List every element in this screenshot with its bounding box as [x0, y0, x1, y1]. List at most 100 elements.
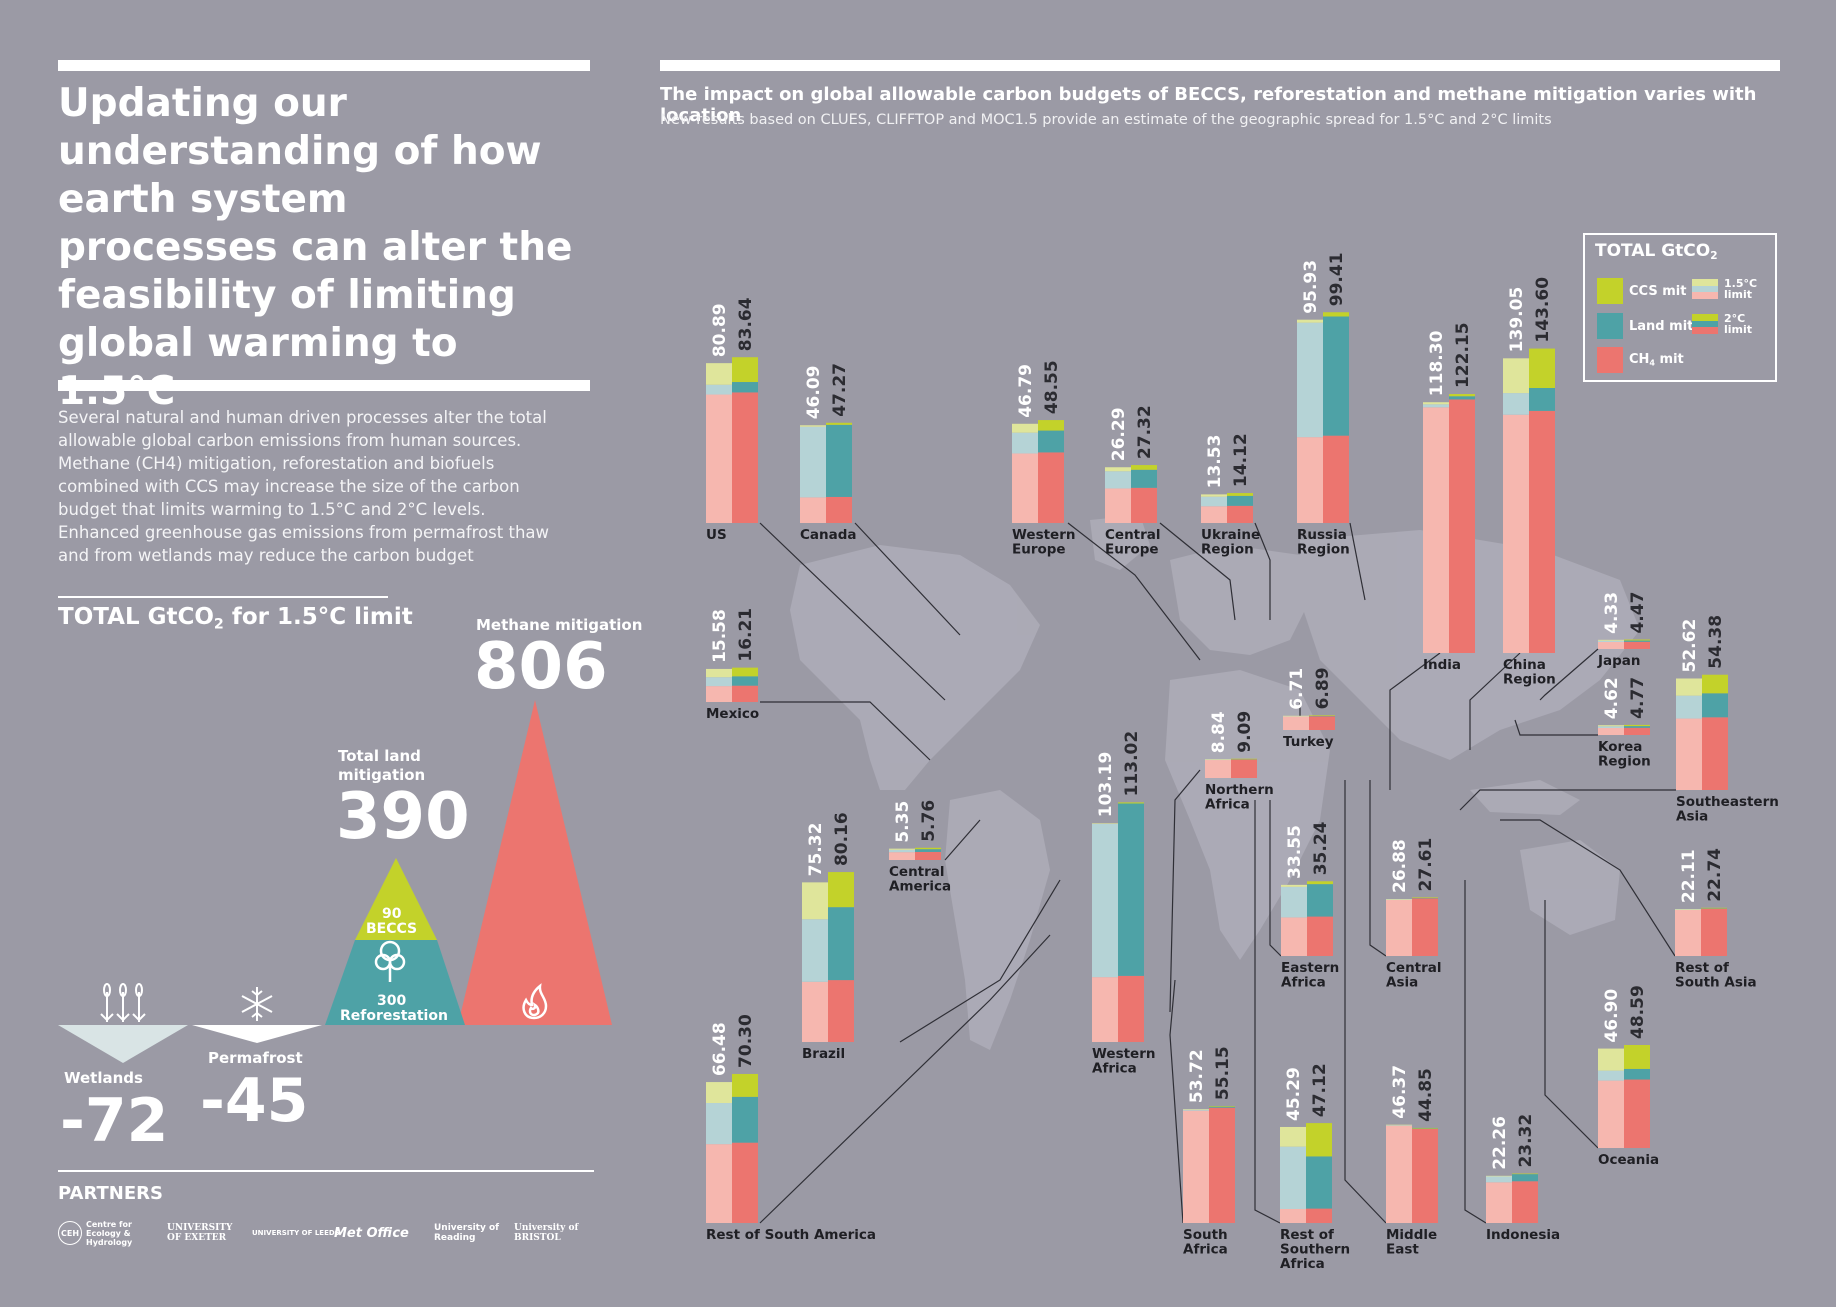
bar-oceania-15-ccs	[1598, 1048, 1624, 1071]
region-label-line: Canada	[800, 527, 857, 543]
total-label-canada-15: 46.09	[804, 365, 824, 419]
bar-mexico-15-ch4	[706, 686, 732, 702]
bar-rest-of-south-asia-15-ccs	[1675, 909, 1701, 910]
bar-brazil-15-ccs	[802, 882, 828, 920]
region-label-us: US	[706, 527, 727, 543]
total-label-brazil-2: 80.16	[832, 812, 852, 866]
bar-central-asia-2-ccs	[1412, 897, 1438, 899]
bar-rest-of-south-america-15-ch4	[706, 1144, 732, 1223]
bar-western-europe-15-ccs	[1012, 423, 1038, 433]
bar-central-asia-15-ch4	[1386, 899, 1412, 956]
bar-rest-of-south-america-15-ccs	[706, 1082, 732, 1104]
leader-canada	[854, 522, 961, 636]
total-label-southeastern-asia-2: 54.38	[1706, 615, 1726, 669]
reforestation-value: 300	[377, 993, 407, 1009]
total-label-us-15: 80.89	[710, 303, 730, 357]
total-label-rest-of-south-america-2: 70.30	[736, 1014, 756, 1068]
left-heading: TOTAL GtCO2 for 1.5°C limit	[58, 604, 413, 632]
left-heading-prefix: TOTAL GtCO	[58, 604, 214, 630]
leader-korea-region	[1514, 719, 1598, 736]
region-label-line: Asia	[1676, 809, 1708, 825]
bar-canada-2-ch4	[826, 496, 852, 523]
region-label-western-europe: Western Europe	[1012, 527, 1075, 558]
bar-eastern-africa-15-ch4	[1281, 917, 1307, 956]
map-africa	[1165, 670, 1330, 960]
legend-swatch-land	[1597, 313, 1623, 339]
region-label-line: Africa	[1280, 1256, 1325, 1272]
leader-rest-of-south-asia	[1500, 819, 1676, 957]
region-label-canada: Canada	[800, 527, 857, 543]
bar-western-europe-2-ch4	[1038, 452, 1064, 523]
leader-indonesia	[1464, 880, 1487, 1224]
region-label-southeastern-asia: Southeastern Asia	[1676, 794, 1779, 825]
bar-western-europe-15-land	[1012, 432, 1038, 454]
total-label-rest-of-southern-africa-15: 45.29	[1284, 1067, 1304, 1121]
leader-central-asia	[1369, 780, 1387, 957]
bar-group-central-europe	[1105, 465, 1157, 523]
bar-group-brazil	[802, 872, 854, 1042]
map-europe	[1170, 545, 1310, 655]
total-label-mexico-15: 15.58	[710, 609, 730, 663]
total-label-us-2: 83.64	[736, 297, 756, 351]
region-label-line: Turkey	[1283, 734, 1334, 750]
total-label-central-europe-2: 27.32	[1135, 405, 1155, 459]
region-label-line: Korea	[1598, 739, 1642, 755]
bar-group-southeastern-asia	[1676, 674, 1728, 790]
bar-group-oceania	[1598, 1044, 1650, 1148]
bar-northern-africa-15-ch4	[1205, 759, 1231, 778]
region-label-russia-region: Russia Region	[1297, 527, 1350, 558]
bar-korea-region-2-ccs	[1624, 724, 1650, 727]
map-south-america	[945, 790, 1050, 1050]
region-label-line: Central	[889, 864, 945, 880]
bar-russia-region-15-ch4	[1297, 437, 1323, 523]
bar-india-15-ch4	[1423, 407, 1449, 653]
leader-rest-of-southern-africa	[1254, 800, 1281, 1224]
snowflake-icon	[241, 987, 273, 1021]
partner-logo-bristol: University of BRISTOL	[514, 1219, 590, 1247]
bar-group-mexico	[706, 667, 758, 702]
bar-oceania-15-ch4	[1598, 1080, 1624, 1148]
intro-text: Several natural and human driven process…	[58, 408, 550, 565]
bar-central-asia-2-land	[1412, 897, 1438, 899]
legend-swatch-ch4	[1597, 347, 1623, 373]
leader-lines	[759, 522, 1676, 1224]
beccs-triangle	[355, 858, 437, 940]
bar-south-africa-15-ch4	[1183, 1110, 1209, 1223]
leader-rest-of-south-america	[759, 934, 1051, 1224]
bar-rest-of-southern-africa-2-ccs	[1306, 1123, 1332, 1157]
partner-name: Met Office	[334, 1225, 409, 1241]
total-label-western-africa-15: 103.19	[1096, 752, 1116, 818]
bar-western-europe-2-land	[1038, 430, 1064, 453]
bar-group-western-europe	[1012, 420, 1064, 523]
tree-icon	[374, 940, 406, 982]
methane-triangle	[458, 700, 612, 1025]
bar-rest-of-southern-africa-2-ch4	[1306, 1208, 1332, 1223]
bar-central-europe-2-ccs	[1131, 465, 1157, 470]
top-rule-right	[660, 60, 1780, 71]
total-label-middle-east-15: 46.37	[1390, 1065, 1410, 1119]
total-label-middle-east-2: 44.85	[1416, 1068, 1436, 1122]
bar-canada-2-land	[826, 424, 852, 497]
total-label-northern-africa-2: 9.09	[1235, 711, 1255, 753]
leader-middle-east	[1344, 780, 1387, 1224]
bar-rest-of-south-asia-15-ch4	[1675, 909, 1701, 956]
bar-western-europe-2-ccs	[1038, 420, 1064, 431]
region-label-line: Mexico	[706, 706, 759, 722]
region-label-line: Oceania	[1598, 1152, 1659, 1168]
legend-item-15: 1.5°C limit	[1692, 278, 1760, 300]
bar-middle-east-2-ccs	[1412, 1127, 1438, 1129]
region-label-india: India	[1423, 657, 1461, 673]
partner-name: University of BRISTOL	[514, 1223, 579, 1243]
total-label-india-15: 118.30	[1427, 330, 1447, 396]
title-rule	[58, 380, 590, 391]
leader-eastern-africa	[1269, 800, 1282, 957]
partner-name: Centre for Ecology & Hydrology	[86, 1219, 133, 1247]
total-label-india-2: 122.15	[1453, 322, 1473, 388]
leader-india	[1389, 652, 1441, 790]
methane-value: 806	[474, 630, 608, 704]
bar-group-japan	[1598, 639, 1650, 649]
top-rule-left	[58, 60, 590, 71]
region-label-line: Eastern	[1281, 960, 1339, 976]
bar-western-africa-15-ch4	[1092, 977, 1118, 1042]
